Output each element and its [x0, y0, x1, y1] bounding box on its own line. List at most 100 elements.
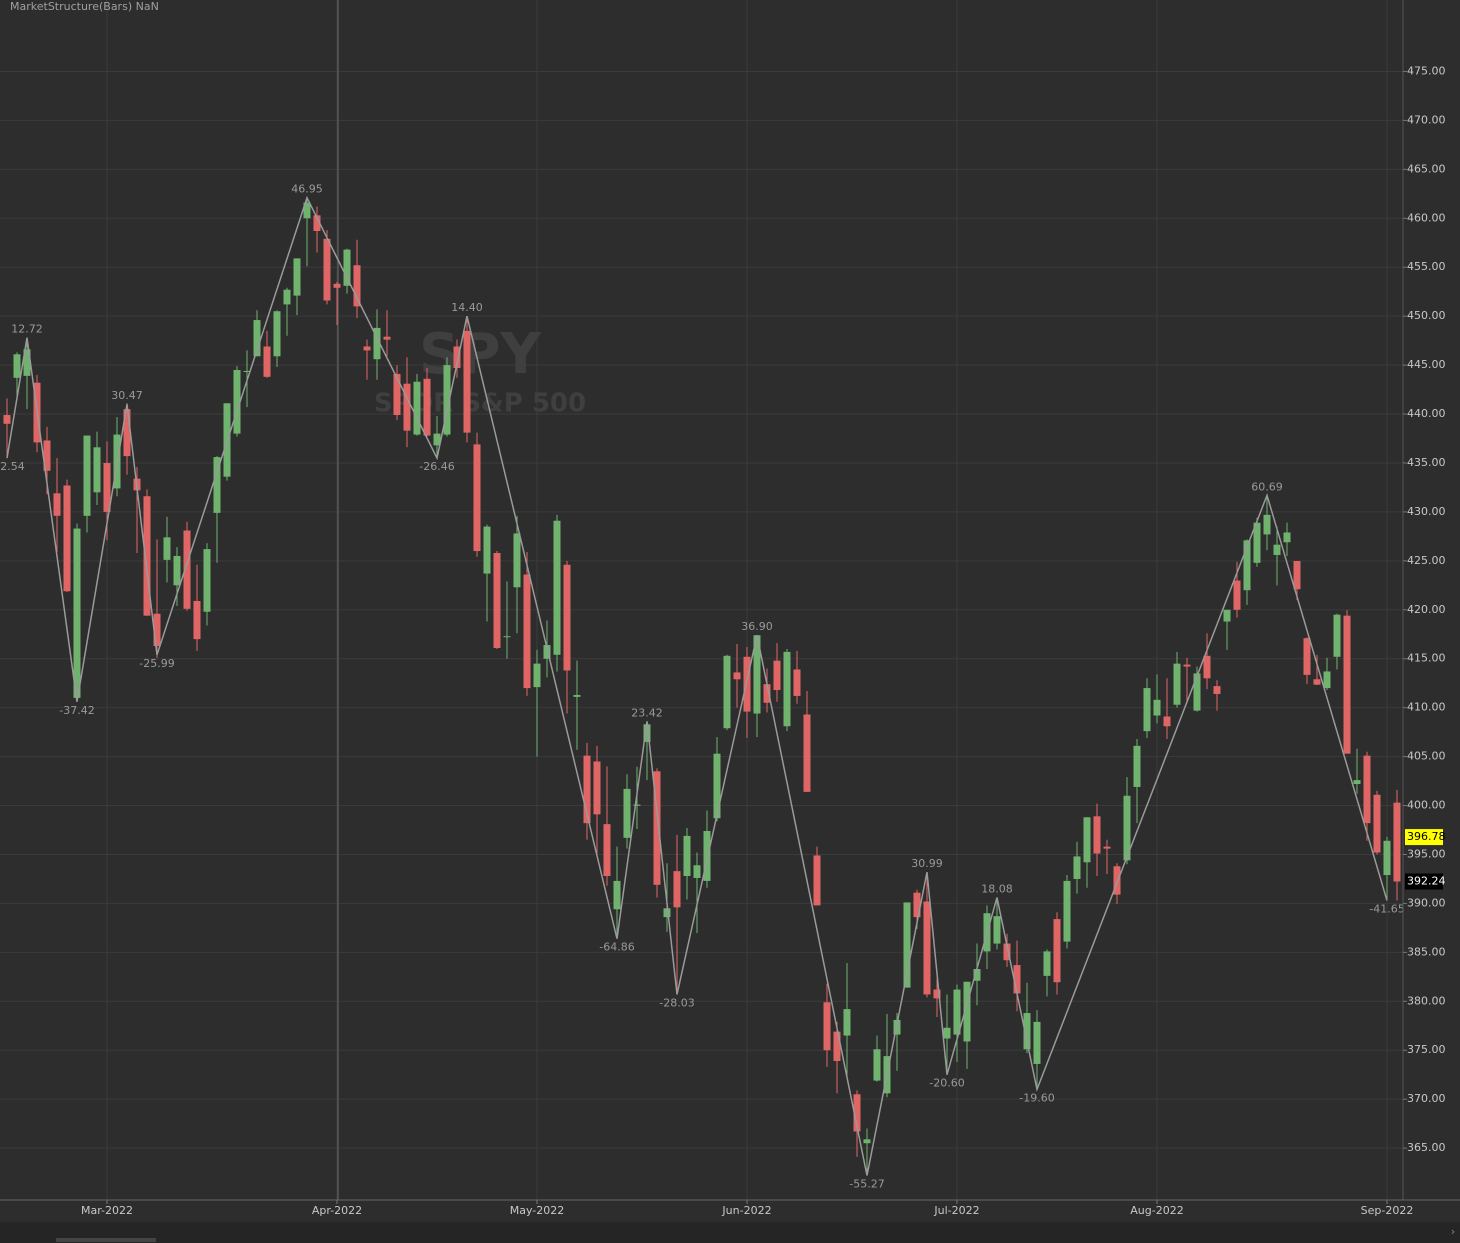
pivot-label: -55.27	[849, 1178, 884, 1191]
y-tick-label: 390.00	[1407, 896, 1446, 909]
candle-body	[603, 824, 611, 877]
y-tick-label: 455.00	[1407, 260, 1446, 273]
x-tick-label: Mar-2022	[81, 1204, 133, 1217]
candle-body	[1223, 609, 1231, 622]
candle-body	[533, 663, 541, 688]
candle-body	[643, 724, 651, 742]
candle-body	[483, 526, 491, 574]
candle-body	[713, 753, 721, 819]
pivot-label: 14.40	[451, 301, 483, 314]
candle-body	[633, 804, 641, 806]
candle-body	[43, 440, 51, 471]
marks: -22.54 12.72 -37.42 30.47 -25.99 46.95 -26.46 1…	[0, 183, 1405, 1191]
y-tick-label: 475.00	[1407, 64, 1446, 77]
candle-body	[993, 916, 1001, 944]
axis: 365.00 370.00 375.00 380.00 385.00 390.00 395.…	[81, 64, 1446, 1217]
candle-body	[193, 600, 201, 640]
candle-body	[323, 238, 331, 301]
candle-body	[923, 901, 931, 995]
scrollbar-thumb[interactable]	[56, 1238, 156, 1242]
x-tick-label: Apr-2022	[312, 1204, 362, 1217]
candle-body	[863, 1139, 871, 1144]
candle-body	[1303, 638, 1311, 675]
candle-body	[93, 447, 101, 493]
scroll-arrow[interactable]: ›	[1451, 1225, 1455, 1238]
candle-body	[813, 855, 821, 906]
y-tick-label: 400.00	[1407, 799, 1446, 812]
candle-body	[793, 669, 801, 696]
candle-body	[743, 656, 751, 712]
candle-body	[213, 457, 221, 513]
candle-body	[273, 311, 281, 357]
candle-body	[3, 415, 11, 424]
candle-body	[293, 258, 301, 296]
candle-body	[463, 330, 471, 433]
y-tick-label: 430.00	[1407, 505, 1446, 518]
y-tick-label: 375.00	[1407, 1043, 1446, 1056]
candle-body	[1143, 688, 1151, 732]
pivot-label: -22.54	[0, 460, 25, 473]
y-tick-label: 465.00	[1407, 162, 1446, 175]
candle-body	[1293, 561, 1301, 590]
candle-body	[453, 346, 461, 369]
candle-body	[943, 1027, 951, 1039]
candle-body	[13, 354, 21, 378]
candle-body	[1373, 794, 1381, 853]
candle-body	[443, 365, 451, 435]
candle-body	[873, 1049, 881, 1081]
y-tick-label: 470.00	[1407, 113, 1446, 126]
candle-body	[1123, 795, 1131, 861]
candle-body	[1023, 1013, 1031, 1050]
candle-body	[623, 788, 631, 838]
candle-body	[1353, 780, 1361, 785]
x-tick-label: Jul-2022	[933, 1204, 979, 1217]
candle-body	[783, 651, 791, 727]
y-tick-label: 385.00	[1407, 945, 1446, 958]
y-tick-label: 445.00	[1407, 358, 1446, 371]
candle-body	[853, 1094, 861, 1132]
candle-body	[393, 373, 401, 416]
candle-body	[403, 383, 411, 431]
scrollbar[interactable]	[0, 1222, 1460, 1243]
candle-body	[183, 530, 191, 609]
candle-body	[523, 574, 531, 689]
candle-body	[753, 635, 761, 714]
candle-body	[1333, 614, 1341, 657]
candle-body	[1043, 951, 1051, 976]
pivot-label: -20.60	[929, 1077, 964, 1090]
candle-body	[1243, 540, 1251, 591]
candle-body	[803, 714, 811, 792]
candle-body	[1173, 663, 1181, 705]
candle-body	[553, 520, 561, 655]
candle-body	[353, 265, 361, 307]
price-label: 396.78	[1407, 830, 1446, 843]
y-tick-label: 380.00	[1407, 994, 1446, 1007]
candle-body	[613, 880, 621, 910]
candle-body	[593, 761, 601, 815]
candle-body	[903, 902, 911, 988]
pivot-label: -64.86	[599, 941, 634, 954]
candle-body	[1263, 514, 1271, 535]
price-label: 392.24	[1407, 875, 1446, 888]
candle-body	[1083, 817, 1091, 863]
y-tick-label: 410.00	[1407, 701, 1446, 714]
candle-body	[653, 771, 661, 885]
candle-body	[383, 336, 391, 340]
candle-body	[733, 672, 741, 680]
candle-body	[73, 528, 81, 698]
candle-body	[1183, 664, 1191, 667]
candle-body	[1363, 755, 1371, 824]
candle-body	[763, 684, 771, 703]
y-tick-label: 460.00	[1407, 211, 1446, 224]
candle-body	[1063, 880, 1071, 942]
candle-body	[163, 537, 171, 560]
candle-body	[933, 989, 941, 999]
y-tick-label: 405.00	[1407, 750, 1446, 763]
candle-body	[1323, 671, 1331, 689]
grid	[0, 0, 1403, 1200]
candle-body	[963, 981, 971, 1042]
y-tick-label: 450.00	[1407, 309, 1446, 322]
candle-body	[23, 349, 31, 376]
candle-body	[1273, 544, 1281, 555]
